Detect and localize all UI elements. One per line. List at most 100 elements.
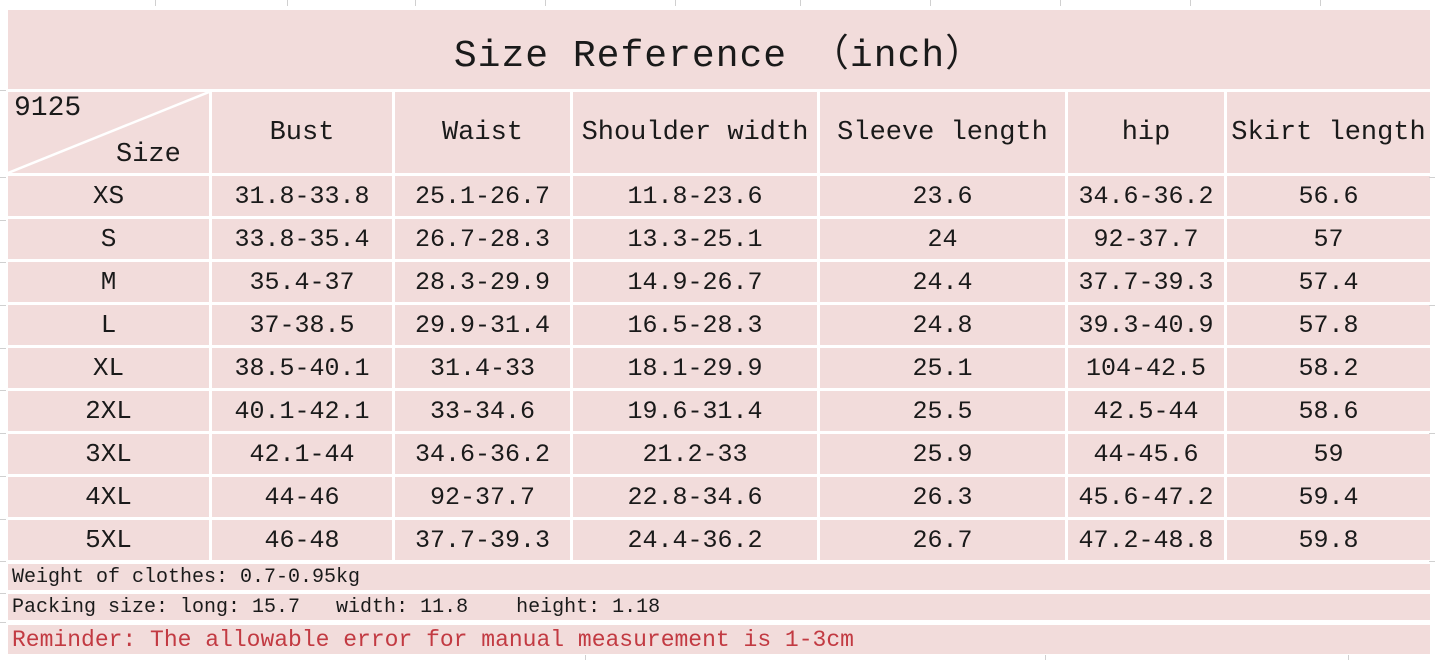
row-size-label-m: M	[8, 262, 209, 302]
table-cell-2xl-shoulder-width: 19.6-31.4	[573, 391, 817, 431]
column-header-sleeve-length: Sleeve length	[820, 92, 1065, 173]
gridline-tick	[1429, 177, 1435, 178]
row-size-label-xs: XS	[8, 176, 209, 216]
table-cell-s-skirt-length: 57	[1227, 219, 1430, 259]
table-cell-xl-skirt-length: 58.2	[1227, 348, 1430, 388]
note-packing-size: Packing size: long: 15.7 width: 11.8 hei…	[8, 594, 1430, 620]
table-cell-xl-bust: 38.5-40.1	[212, 348, 392, 388]
table-cell-5xl-sleeve-length: 26.7	[820, 520, 1065, 560]
gridline-tick	[0, 262, 6, 263]
gridline-tick	[0, 561, 6, 562]
gridline-tick	[0, 476, 6, 477]
table-cell-5xl-hip: 47.2-48.8	[1068, 520, 1224, 560]
gridline-tick	[0, 433, 6, 434]
gridline-tick	[0, 348, 6, 349]
table-cell-4xl-hip: 45.6-47.2	[1068, 477, 1224, 517]
gridline-tick	[1429, 305, 1435, 306]
table-cell-l-skirt-length: 57.8	[1227, 305, 1430, 345]
table-cell-5xl-bust: 46-48	[212, 520, 392, 560]
table-cell-s-sleeve-length: 24	[820, 219, 1065, 259]
gridline-tick	[1320, 0, 1321, 6]
table-cell-s-waist: 26.7-28.3	[395, 219, 570, 259]
gridline-tick	[675, 0, 676, 6]
gridline-tick	[0, 519, 6, 520]
row-size-label-s: S	[8, 219, 209, 259]
gridline-tick	[0, 390, 6, 391]
table-cell-4xl-bust: 44-46	[212, 477, 392, 517]
table-cell-4xl-shoulder-width: 22.8-34.6	[573, 477, 817, 517]
column-header-waist: Waist	[395, 92, 570, 173]
gridline-tick	[585, 655, 586, 660]
table-cell-xl-shoulder-width: 18.1-29.9	[573, 348, 817, 388]
gridline-tick	[1060, 0, 1061, 6]
table-cell-m-skirt-length: 57.4	[1227, 262, 1430, 302]
gridline-tick	[1190, 0, 1191, 6]
product-code: 9125	[14, 93, 82, 124]
title-bar: Size Reference （inch）	[8, 10, 1430, 89]
note-weight: Weight of clothes: 0.7-0.95kg	[8, 564, 1430, 590]
gridline-tick	[0, 622, 6, 623]
row-size-label-4xl: 4XL	[8, 477, 209, 517]
table-cell-xl-hip: 104-42.5	[1068, 348, 1224, 388]
note-reminder: Reminder: The allowable error for manual…	[8, 625, 1430, 654]
diagonal-line	[8, 92, 209, 173]
table-cell-l-shoulder-width: 16.5-28.3	[573, 305, 817, 345]
column-header-bust: Bust	[212, 92, 392, 173]
table-cell-l-hip: 39.3-40.9	[1068, 305, 1224, 345]
table-cell-xl-waist: 31.4-33	[395, 348, 570, 388]
gridline-tick	[1045, 655, 1046, 660]
table-cell-s-bust: 33.8-35.4	[212, 219, 392, 259]
table-cell-2xl-waist: 33-34.6	[395, 391, 570, 431]
table-cell-3xl-shoulder-width: 21.2-33	[573, 434, 817, 474]
table-cell-2xl-skirt-length: 58.6	[1227, 391, 1430, 431]
table-cell-2xl-hip: 42.5-44	[1068, 391, 1224, 431]
table-cell-m-waist: 28.3-29.9	[395, 262, 570, 302]
row-size-label-2xl: 2XL	[8, 391, 209, 431]
table-cell-xs-bust: 31.8-33.8	[212, 176, 392, 216]
size-chart-content: Size Reference （inch） 9125 Size Bust Wais…	[8, 10, 1430, 654]
gridline-tick	[1348, 655, 1349, 660]
table-cell-5xl-skirt-length: 59.8	[1227, 520, 1430, 560]
table-cell-xs-skirt-length: 56.6	[1227, 176, 1430, 216]
gridline-tick	[415, 0, 416, 6]
table-cell-2xl-bust: 40.1-42.1	[212, 391, 392, 431]
table-cell-4xl-waist: 92-37.7	[395, 477, 570, 517]
table-cell-xs-waist: 25.1-26.7	[395, 176, 570, 216]
gridline-tick	[0, 220, 6, 221]
table-cell-xs-hip: 34.6-36.2	[1068, 176, 1224, 216]
gridline-tick	[1429, 561, 1435, 562]
table-cell-m-hip: 37.7-39.3	[1068, 262, 1224, 302]
row-size-label-l: L	[8, 305, 209, 345]
gridline-tick	[155, 0, 156, 6]
column-header-skirt-length: Skirt length	[1227, 92, 1430, 173]
size-table: 9125 Size Bust Waist Shoulder width Sleeve …	[8, 92, 1430, 560]
gridline-tick	[0, 177, 6, 178]
column-header-hip: hip	[1068, 92, 1224, 173]
table-cell-4xl-sleeve-length: 26.3	[820, 477, 1065, 517]
gridline-tick	[930, 0, 931, 6]
page-title: Size Reference （inch）	[453, 34, 985, 78]
table-cell-s-shoulder-width: 13.3-25.1	[573, 219, 817, 259]
gridline-tick	[0, 593, 6, 594]
row-size-label-xl: XL	[8, 348, 209, 388]
row-size-label-3xl: 3XL	[8, 434, 209, 474]
table-cell-3xl-bust: 42.1-44	[212, 434, 392, 474]
gridline-tick	[0, 90, 6, 91]
table-cell-m-sleeve-length: 24.4	[820, 262, 1065, 302]
table-cell-xl-sleeve-length: 25.1	[820, 348, 1065, 388]
table-cell-5xl-waist: 37.7-39.3	[395, 520, 570, 560]
gridline-tick	[545, 0, 546, 6]
table-cell-l-sleeve-length: 24.8	[820, 305, 1065, 345]
table-cell-m-shoulder-width: 14.9-26.7	[573, 262, 817, 302]
table-cell-3xl-hip: 44-45.6	[1068, 434, 1224, 474]
table-cell-xs-sleeve-length: 23.6	[820, 176, 1065, 216]
column-header-shoulder-width: Shoulder width	[573, 92, 817, 173]
table-cell-l-waist: 29.9-31.4	[395, 305, 570, 345]
table-cell-l-bust: 37-38.5	[212, 305, 392, 345]
size-header-label: Size	[116, 140, 181, 170]
gridline-tick	[287, 0, 288, 6]
corner-cell: 9125 Size	[8, 92, 209, 173]
row-size-label-5xl: 5XL	[8, 520, 209, 560]
gridline-tick	[800, 0, 801, 6]
